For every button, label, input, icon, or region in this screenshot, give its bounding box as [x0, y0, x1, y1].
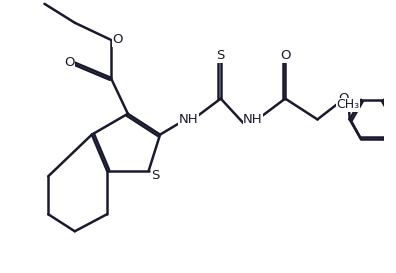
Text: O: O	[64, 56, 74, 69]
Text: CH₃: CH₃	[336, 99, 359, 111]
Text: O: O	[280, 49, 290, 62]
Text: NH: NH	[243, 113, 263, 126]
Text: NH: NH	[179, 113, 198, 126]
Text: S: S	[217, 49, 225, 62]
Text: O: O	[112, 33, 123, 46]
Text: S: S	[151, 169, 160, 182]
Text: O: O	[339, 92, 349, 105]
